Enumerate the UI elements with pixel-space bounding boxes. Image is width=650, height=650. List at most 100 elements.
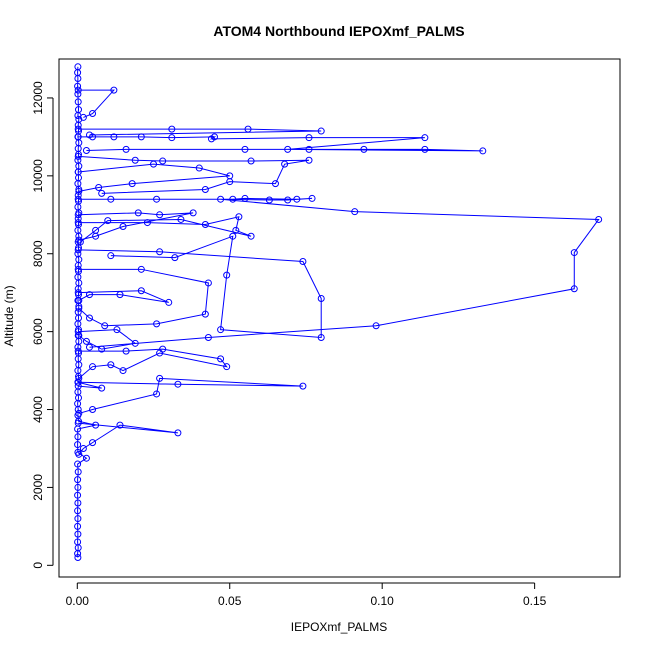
data-point — [131, 156, 139, 164]
data-point — [128, 180, 136, 188]
data-point — [74, 90, 82, 98]
y-tick-label: 2000 — [31, 474, 45, 501]
data-point — [305, 134, 313, 142]
series-line — [78, 422, 178, 455]
data-point — [570, 285, 578, 293]
x-tick-label: 0.10 — [371, 594, 395, 608]
data-point — [74, 125, 82, 133]
data-point — [159, 157, 167, 165]
data-point — [360, 145, 368, 153]
data-point — [284, 145, 292, 153]
data-point — [74, 63, 82, 71]
data-point — [119, 222, 127, 230]
x-axis-label: IEPOXmf_PALMS — [291, 620, 387, 634]
data-point — [299, 258, 307, 266]
data-point — [265, 196, 273, 204]
data-point — [271, 180, 279, 188]
data-point — [107, 252, 115, 260]
axis-layer: 0.00 0.05 0.10 0.15 0 2000 4000 6000 8000 10000 12… — [31, 81, 547, 608]
series-line — [78, 89, 116, 118]
data-point — [165, 298, 173, 306]
data-point — [89, 439, 97, 447]
data-point — [119, 367, 127, 375]
data-point — [595, 215, 603, 223]
data-point — [232, 226, 240, 234]
data-point — [156, 248, 164, 256]
data-point — [85, 291, 93, 299]
chart-title: ATOM4 Northbound IEPOXmf_PALMS — [213, 23, 464, 39]
data-point — [89, 406, 97, 414]
x-tick-label: 0.15 — [523, 594, 547, 608]
data-point — [75, 115, 83, 123]
data-point — [150, 160, 158, 168]
data-point — [116, 291, 124, 299]
data-point — [89, 363, 97, 371]
data-point — [235, 213, 243, 221]
data-point — [317, 295, 325, 303]
data-point — [247, 232, 255, 240]
data-point — [137, 287, 145, 295]
data-point — [113, 326, 121, 334]
data-point — [107, 361, 115, 369]
data-point — [116, 421, 124, 429]
data-point — [79, 444, 87, 452]
data-point — [168, 125, 176, 133]
data-point — [95, 184, 103, 192]
data-point — [82, 454, 90, 462]
y-axis-label: Altitude (m) — [2, 285, 16, 346]
series-line — [78, 155, 310, 194]
data-point — [229, 232, 237, 240]
data-point — [195, 164, 203, 172]
data-point — [223, 271, 231, 279]
data-point — [317, 333, 325, 341]
data-point — [421, 145, 429, 153]
data-point — [308, 194, 316, 202]
data-point — [85, 131, 93, 139]
data-point — [98, 345, 106, 353]
data-point — [74, 347, 82, 355]
series-line — [78, 197, 600, 348]
data-point — [75, 374, 83, 382]
data-point — [74, 468, 82, 476]
data-point — [299, 382, 307, 390]
data-point — [570, 249, 578, 257]
data-point — [74, 133, 82, 141]
data-point — [98, 384, 106, 392]
data-point — [74, 507, 82, 515]
data-point — [134, 209, 142, 217]
data-point — [281, 160, 289, 168]
data-point — [74, 289, 82, 297]
data-point — [247, 157, 255, 165]
data-point — [305, 156, 313, 164]
data-point — [74, 265, 82, 273]
data-point — [305, 145, 313, 153]
data-point — [223, 363, 231, 371]
data-point — [372, 322, 380, 330]
data-point — [74, 419, 82, 427]
data-point — [74, 378, 82, 386]
data-point — [351, 208, 359, 216]
y-tick-label: 0 — [31, 562, 45, 569]
data-point — [241, 145, 249, 153]
data-point — [74, 82, 82, 90]
data-point — [89, 110, 97, 118]
data-point — [74, 86, 82, 94]
data-point — [74, 211, 82, 219]
data-point — [75, 409, 83, 417]
data-point — [110, 133, 118, 141]
series-line — [78, 212, 194, 241]
series-line — [78, 216, 252, 243]
data-point — [74, 433, 82, 441]
data-point — [201, 221, 209, 229]
data-point — [207, 135, 215, 143]
data-point — [201, 185, 209, 193]
y-tick-label: 6000 — [31, 318, 45, 345]
series-line — [78, 235, 322, 339]
data-point — [98, 189, 106, 197]
series-line — [78, 329, 137, 350]
data-point — [75, 236, 83, 244]
data-point — [204, 279, 212, 287]
data-point — [74, 522, 82, 530]
